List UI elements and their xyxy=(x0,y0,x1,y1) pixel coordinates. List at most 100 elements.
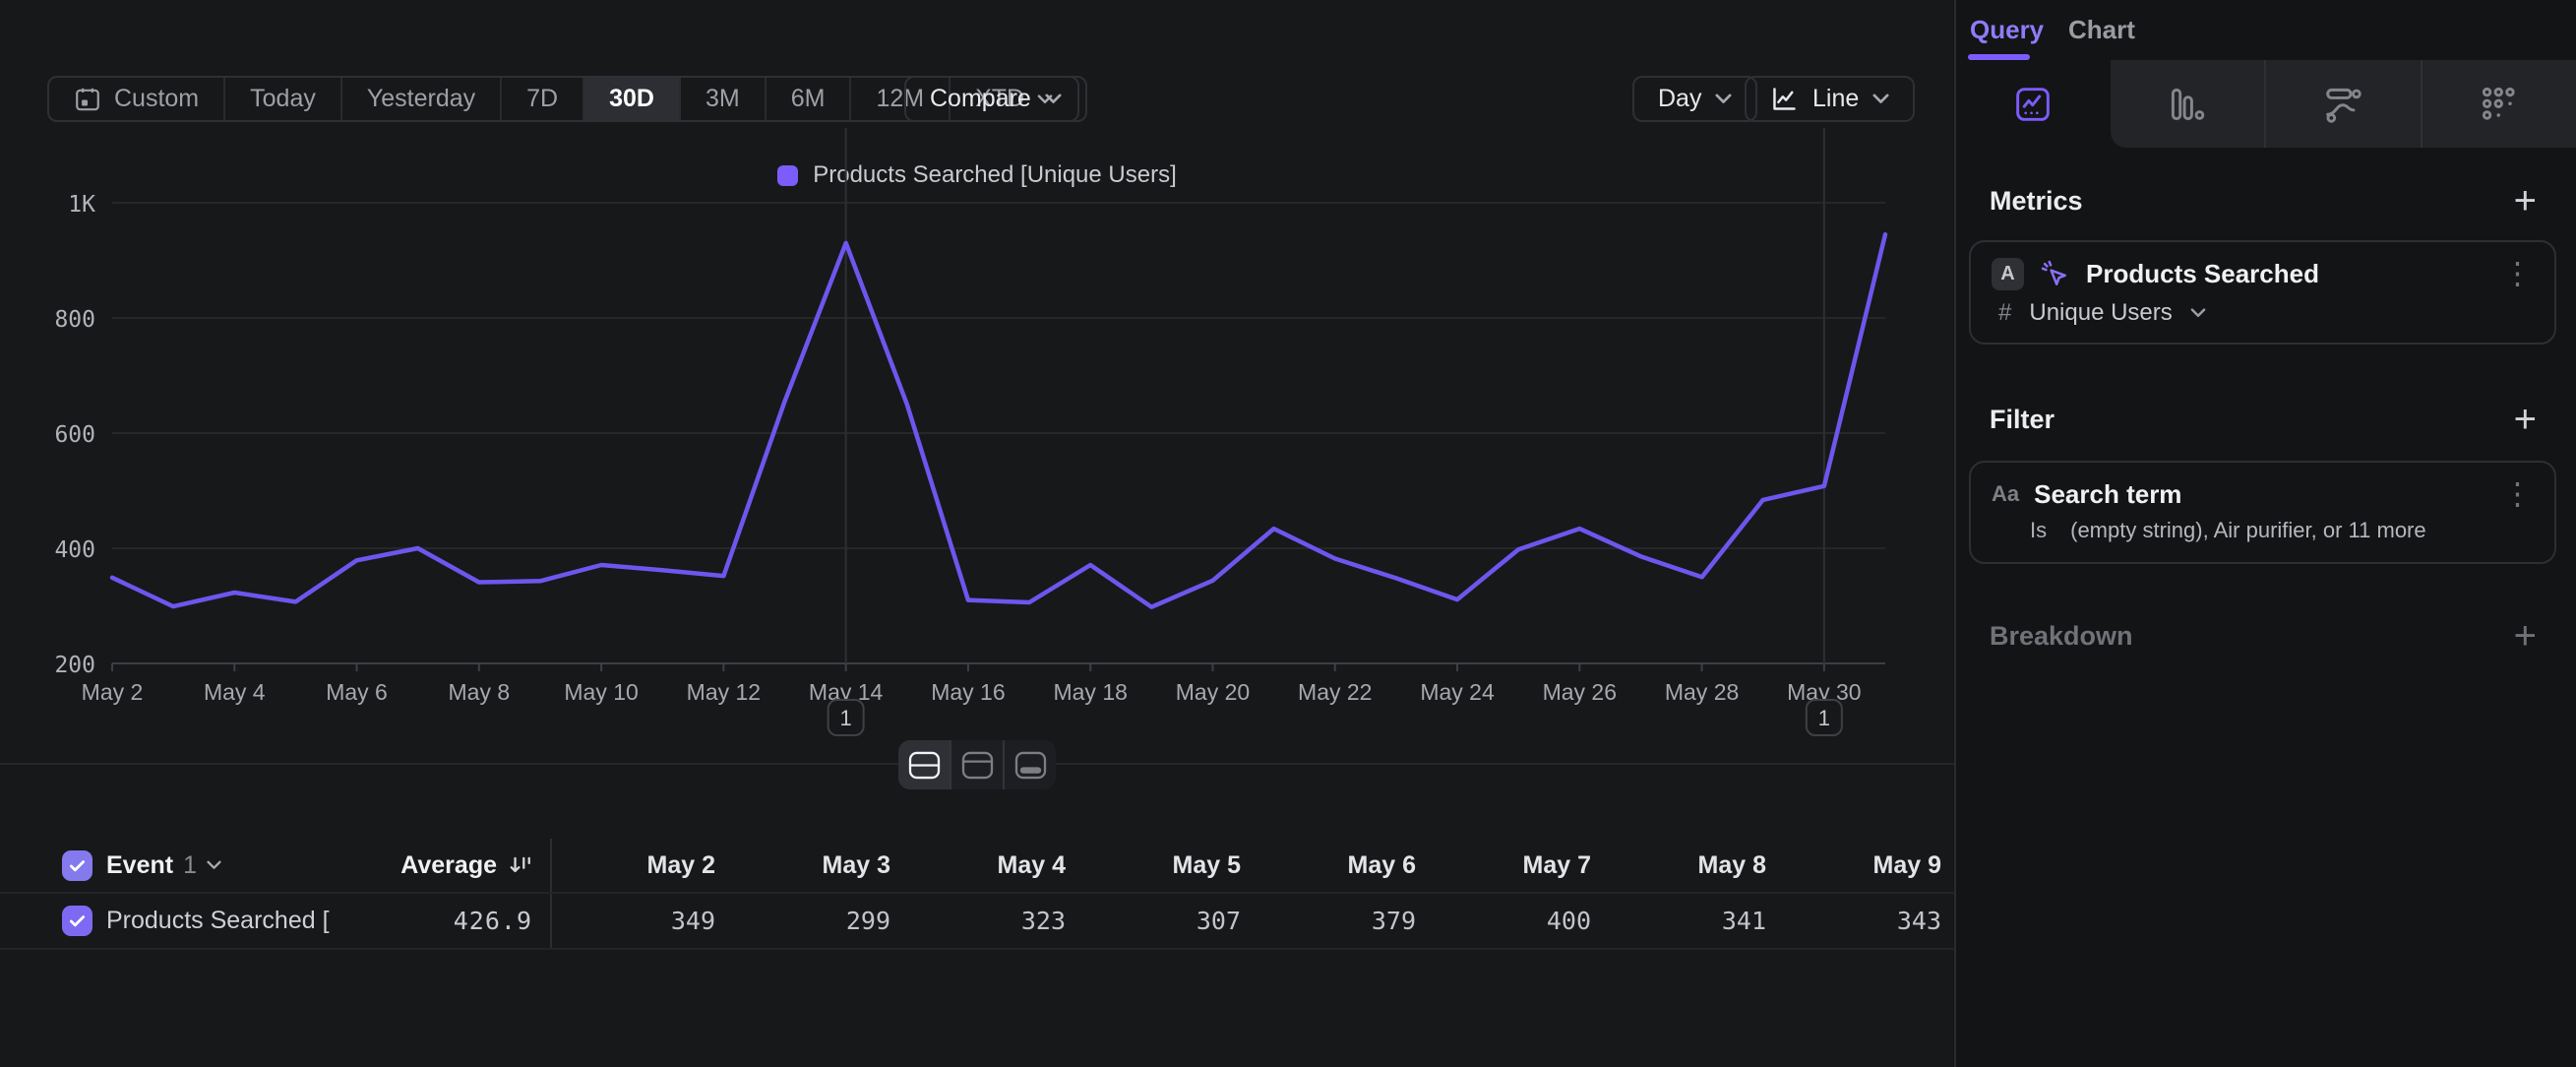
kebab-menu-icon[interactable]: ⋮ xyxy=(2502,256,2533,291)
row-average-cell: 426.9 xyxy=(331,907,532,935)
metric-card[interactable]: A Products Searched ⋮ # Unique Users xyxy=(1969,240,2556,345)
range-custom[interactable]: Custom xyxy=(49,78,225,120)
value-cell: 400 xyxy=(1428,907,1603,935)
chart-toolbar: CustomTodayYesterday7D30D3M6M12MXTD Comp… xyxy=(0,76,1954,122)
series-line xyxy=(112,234,1885,607)
range-3m[interactable]: 3M xyxy=(681,78,767,120)
event-header-label: Event xyxy=(106,851,173,880)
filter-condition-row[interactable]: Is (empty string), Air purifier, or 11 m… xyxy=(2030,518,2426,543)
chart-type-button[interactable]: Line xyxy=(1745,76,1915,122)
x-axis-tick-label: May 16 xyxy=(931,679,1005,705)
date-value-cells: 349299323307379400341343 xyxy=(550,894,1953,948)
text-type-icon: Aa xyxy=(1992,481,2019,507)
value-cell: 341 xyxy=(1603,907,1778,935)
granularity-label: Day xyxy=(1658,85,1701,113)
row-name: Products Searched [Un... xyxy=(106,907,331,935)
date-column-header[interactable]: May 8 xyxy=(1603,851,1778,880)
average-header[interactable]: Average xyxy=(331,851,532,880)
filter-section-header: Filter + xyxy=(1956,402,2576,437)
y-axis-tick-label: 400 xyxy=(54,537,95,563)
metric-measure-row[interactable]: # Unique Users xyxy=(1998,299,2206,327)
results-table: Event 1 Average May 2May 3May 4May 5May … xyxy=(0,839,1954,950)
table-row[interactable]: Products Searched [Un... 426.9 349299323… xyxy=(0,894,1954,950)
chart-type-tab-flow[interactable] xyxy=(2264,60,2421,148)
x-axis-tick-label: May 28 xyxy=(1665,679,1739,705)
x-axis-tick-label: May 18 xyxy=(1053,679,1127,705)
x-axis-tick-label: May 8 xyxy=(449,679,511,705)
date-column-header[interactable]: May 2 xyxy=(552,851,727,880)
range-7d[interactable]: 7D xyxy=(502,78,584,120)
y-axis-tick-label: 800 xyxy=(54,307,95,333)
average-header-label: Average xyxy=(400,851,497,880)
compare-button[interactable]: Compare xyxy=(904,76,1087,122)
x-axis-tick-label: May 10 xyxy=(564,679,638,705)
x-axis-tick-label: May 12 xyxy=(687,679,761,705)
row-checkbox[interactable] xyxy=(62,906,92,936)
metric-series-badge: A xyxy=(1992,258,2024,290)
breakdown-section-header: Breakdown + xyxy=(1956,618,2576,654)
number-type-icon: # xyxy=(1998,299,2011,327)
value-cell: 299 xyxy=(727,907,902,935)
date-column-header[interactable]: May 6 xyxy=(1253,851,1428,880)
filter-title: Filter xyxy=(1990,405,2055,435)
line-chart[interactable]: 1K800600400200May 2May 4May 6May 8May 10… xyxy=(0,120,1954,750)
query-panel: Query Chart xyxy=(1956,0,2576,1067)
table-header-row: Event 1 Average May 2May 3May 4May 5May … xyxy=(0,839,1954,894)
analytics-app: CustomTodayYesterday7D30D3M6M12MXTD Comp… xyxy=(0,0,2576,1067)
date-column-header[interactable]: May 3 xyxy=(727,851,902,880)
x-axis-tick-label: May 20 xyxy=(1176,679,1250,705)
layout-chart-only-button[interactable] xyxy=(951,740,1005,789)
chevron-down-icon xyxy=(2190,308,2206,318)
layout-split-view-button[interactable] xyxy=(898,740,951,789)
range-6m[interactable]: 6M xyxy=(767,78,852,120)
chart-only-icon xyxy=(961,751,994,780)
kebab-menu-icon[interactable]: ⋮ xyxy=(2502,476,2533,512)
main-area: CustomTodayYesterday7D30D3M6M12MXTD Comp… xyxy=(0,0,1954,1067)
chart-type-tabs xyxy=(1956,60,2576,148)
compare-label: Compare xyxy=(930,85,1031,113)
add-breakdown-button[interactable]: + xyxy=(2514,618,2537,654)
event-cursor-icon xyxy=(2039,258,2071,290)
retention-grid-icon xyxy=(2481,86,2518,123)
layout-table-only-button[interactable] xyxy=(1005,740,1056,789)
select-all-checkbox[interactable] xyxy=(62,850,92,881)
x-axis-tick-label: May 6 xyxy=(326,679,388,705)
chart-type-label: Line xyxy=(1812,85,1859,113)
range-today[interactable]: Today xyxy=(225,78,342,120)
granularity-button[interactable]: Day xyxy=(1632,76,1757,122)
date-column-header[interactable]: May 7 xyxy=(1428,851,1603,880)
table-only-icon xyxy=(1014,751,1047,780)
chevron-down-icon xyxy=(1045,94,1062,104)
date-column-header[interactable]: May 4 xyxy=(902,851,1077,880)
filter-operator: Is xyxy=(2030,518,2047,543)
chart-type-tab-retention[interactable] xyxy=(2421,60,2576,148)
range-yesterday[interactable]: Yesterday xyxy=(342,78,502,120)
value-cell: 307 xyxy=(1077,907,1253,935)
tab-query[interactable]: Query xyxy=(1970,0,2044,60)
filter-value: (empty string), Air purifier, or 11 more xyxy=(2070,518,2426,543)
chevron-down-icon xyxy=(1872,94,1889,104)
value-cell: 349 xyxy=(552,907,727,935)
y-axis-tick-label: 600 xyxy=(54,422,95,448)
filter-card[interactable]: Aa Search term ⋮ Is (empty string), Air … xyxy=(1969,461,2556,564)
event-header[interactable]: Event 1 xyxy=(106,851,331,880)
add-metric-button[interactable]: + xyxy=(2514,183,2537,219)
annotation-badge-label: 1 xyxy=(1818,706,1830,730)
value-cell: 343 xyxy=(1778,907,1953,935)
tab-chart[interactable]: Chart xyxy=(2068,0,2135,60)
x-axis-tick-label: May 22 xyxy=(1298,679,1372,705)
bar-chart-icon xyxy=(2169,86,2206,123)
chevron-down-icon xyxy=(1715,94,1732,104)
date-column-header[interactable]: May 5 xyxy=(1077,851,1253,880)
metrics-section-header: Metrics + xyxy=(1956,183,2576,219)
range-30d[interactable]: 30D xyxy=(584,78,681,120)
value-cell: 379 xyxy=(1253,907,1428,935)
chart-type-tab-bar[interactable] xyxy=(2111,60,2265,148)
chart-type-tab-line[interactable] xyxy=(1956,60,2111,148)
add-filter-button[interactable]: + xyxy=(2514,402,2537,437)
date-column-header[interactable]: May 9 xyxy=(1778,851,1953,880)
calendar-icon xyxy=(74,86,101,113)
x-axis-tick-label: May 24 xyxy=(1420,679,1495,705)
value-cell: 323 xyxy=(902,907,1077,935)
sort-icon[interactable] xyxy=(509,854,532,876)
